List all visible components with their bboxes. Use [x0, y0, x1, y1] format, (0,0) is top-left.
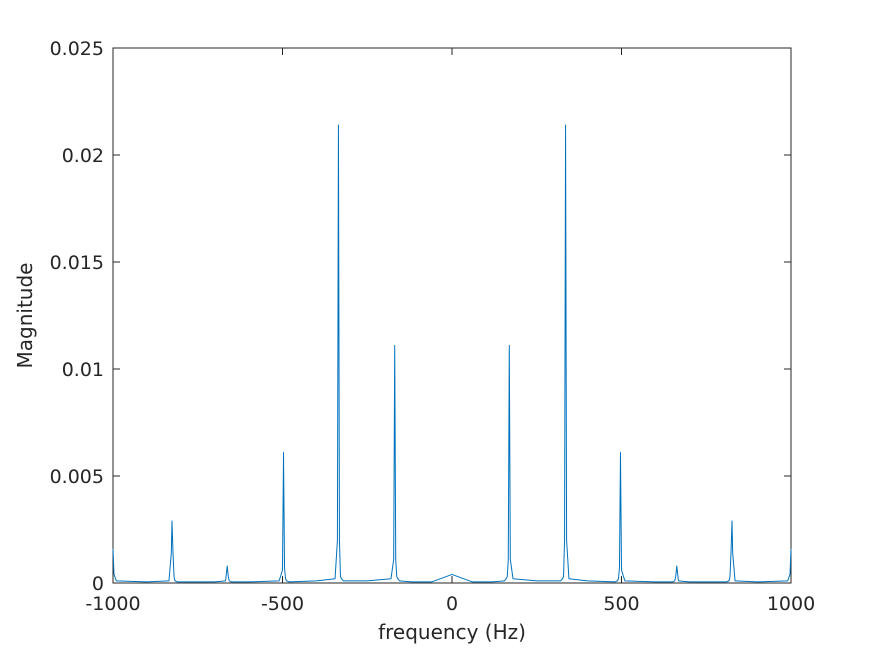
axes-box [112, 47, 792, 584]
y-tick-label: 0.005 [50, 466, 104, 488]
y-tick-label: 0.015 [50, 252, 104, 274]
x-axis-ticks: -1000 -500 0 500 1000 [85, 48, 815, 615]
y-tick-label: 0.02 [62, 145, 104, 167]
y-tick-label: 0.025 [50, 38, 104, 60]
y-axis-ticks: 0 0.005 0.01 0.015 0.02 0.025 [50, 38, 791, 595]
x-tick-label: 1000 [767, 593, 815, 615]
x-tick-label: -1000 [85, 593, 140, 615]
series-line-1 [112, 124, 792, 583]
x-tick-label: 0 [446, 593, 458, 615]
x-tick-label: 500 [603, 593, 639, 615]
y-tick-label: 0 [92, 573, 104, 595]
x-tick-label: -500 [261, 593, 304, 615]
plot-area: -1000 -500 0 500 1000 0 0.005 0.01 0.015 0.02 0.0… [50, 38, 816, 615]
series-layer [112, 124, 792, 583]
y-axis-label: Magnitude [13, 263, 37, 369]
x-axis-label: frequency (Hz) [378, 620, 526, 644]
y-tick-label: 0.01 [62, 359, 104, 381]
